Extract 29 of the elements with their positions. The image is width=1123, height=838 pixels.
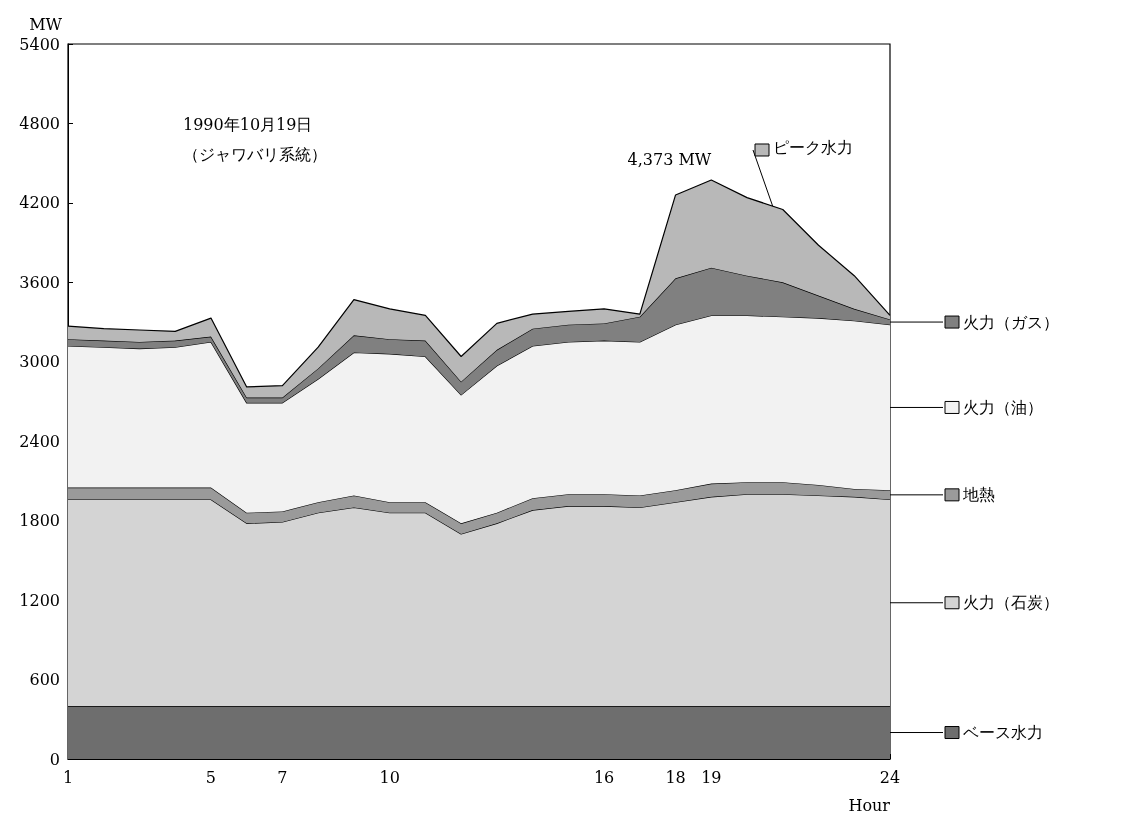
legend-label: ピーク水力 (773, 138, 853, 158)
y-tick-label: 5400 (19, 34, 60, 54)
legend-label: 火力（石炭） (963, 593, 1059, 613)
x-tick-label: 24 (879, 767, 901, 787)
legend-label: 火力（油） (963, 397, 1043, 417)
x-tick-label: 1 (62, 767, 74, 787)
x-tick-label: 18 (665, 767, 686, 787)
y-tick-label: 0 (49, 749, 60, 769)
y-tick-label: 1800 (19, 511, 60, 531)
y-tick-label: 600 (29, 670, 60, 690)
annotation: 4,373 MW (627, 150, 712, 170)
y-axis-title: MW (29, 14, 63, 34)
x-tick-label: 19 (701, 767, 722, 787)
x-tick-label: 5 (205, 767, 217, 787)
annotation: （ジャワバリ系統） (183, 144, 327, 164)
x-tick-label: 10 (379, 767, 400, 787)
y-tick-label: 2400 (19, 431, 60, 451)
legend-label: 火力（ガス） (963, 312, 1059, 332)
annotation: 1990年10月19日 (183, 114, 313, 134)
x-tick-label: 7 (277, 767, 288, 787)
x-axis-title: Hour (848, 795, 891, 815)
y-tick-label: 4800 (19, 113, 60, 133)
y-tick-label: 3000 (19, 352, 60, 372)
y-tick-label: 4200 (19, 193, 60, 213)
x-tick-label: 16 (593, 767, 615, 787)
legend-label: ベース水力 (963, 723, 1043, 743)
legend-label: 地熱 (962, 485, 995, 505)
y-tick-label: 1200 (19, 590, 60, 610)
y-tick-label: 3600 (19, 272, 60, 292)
